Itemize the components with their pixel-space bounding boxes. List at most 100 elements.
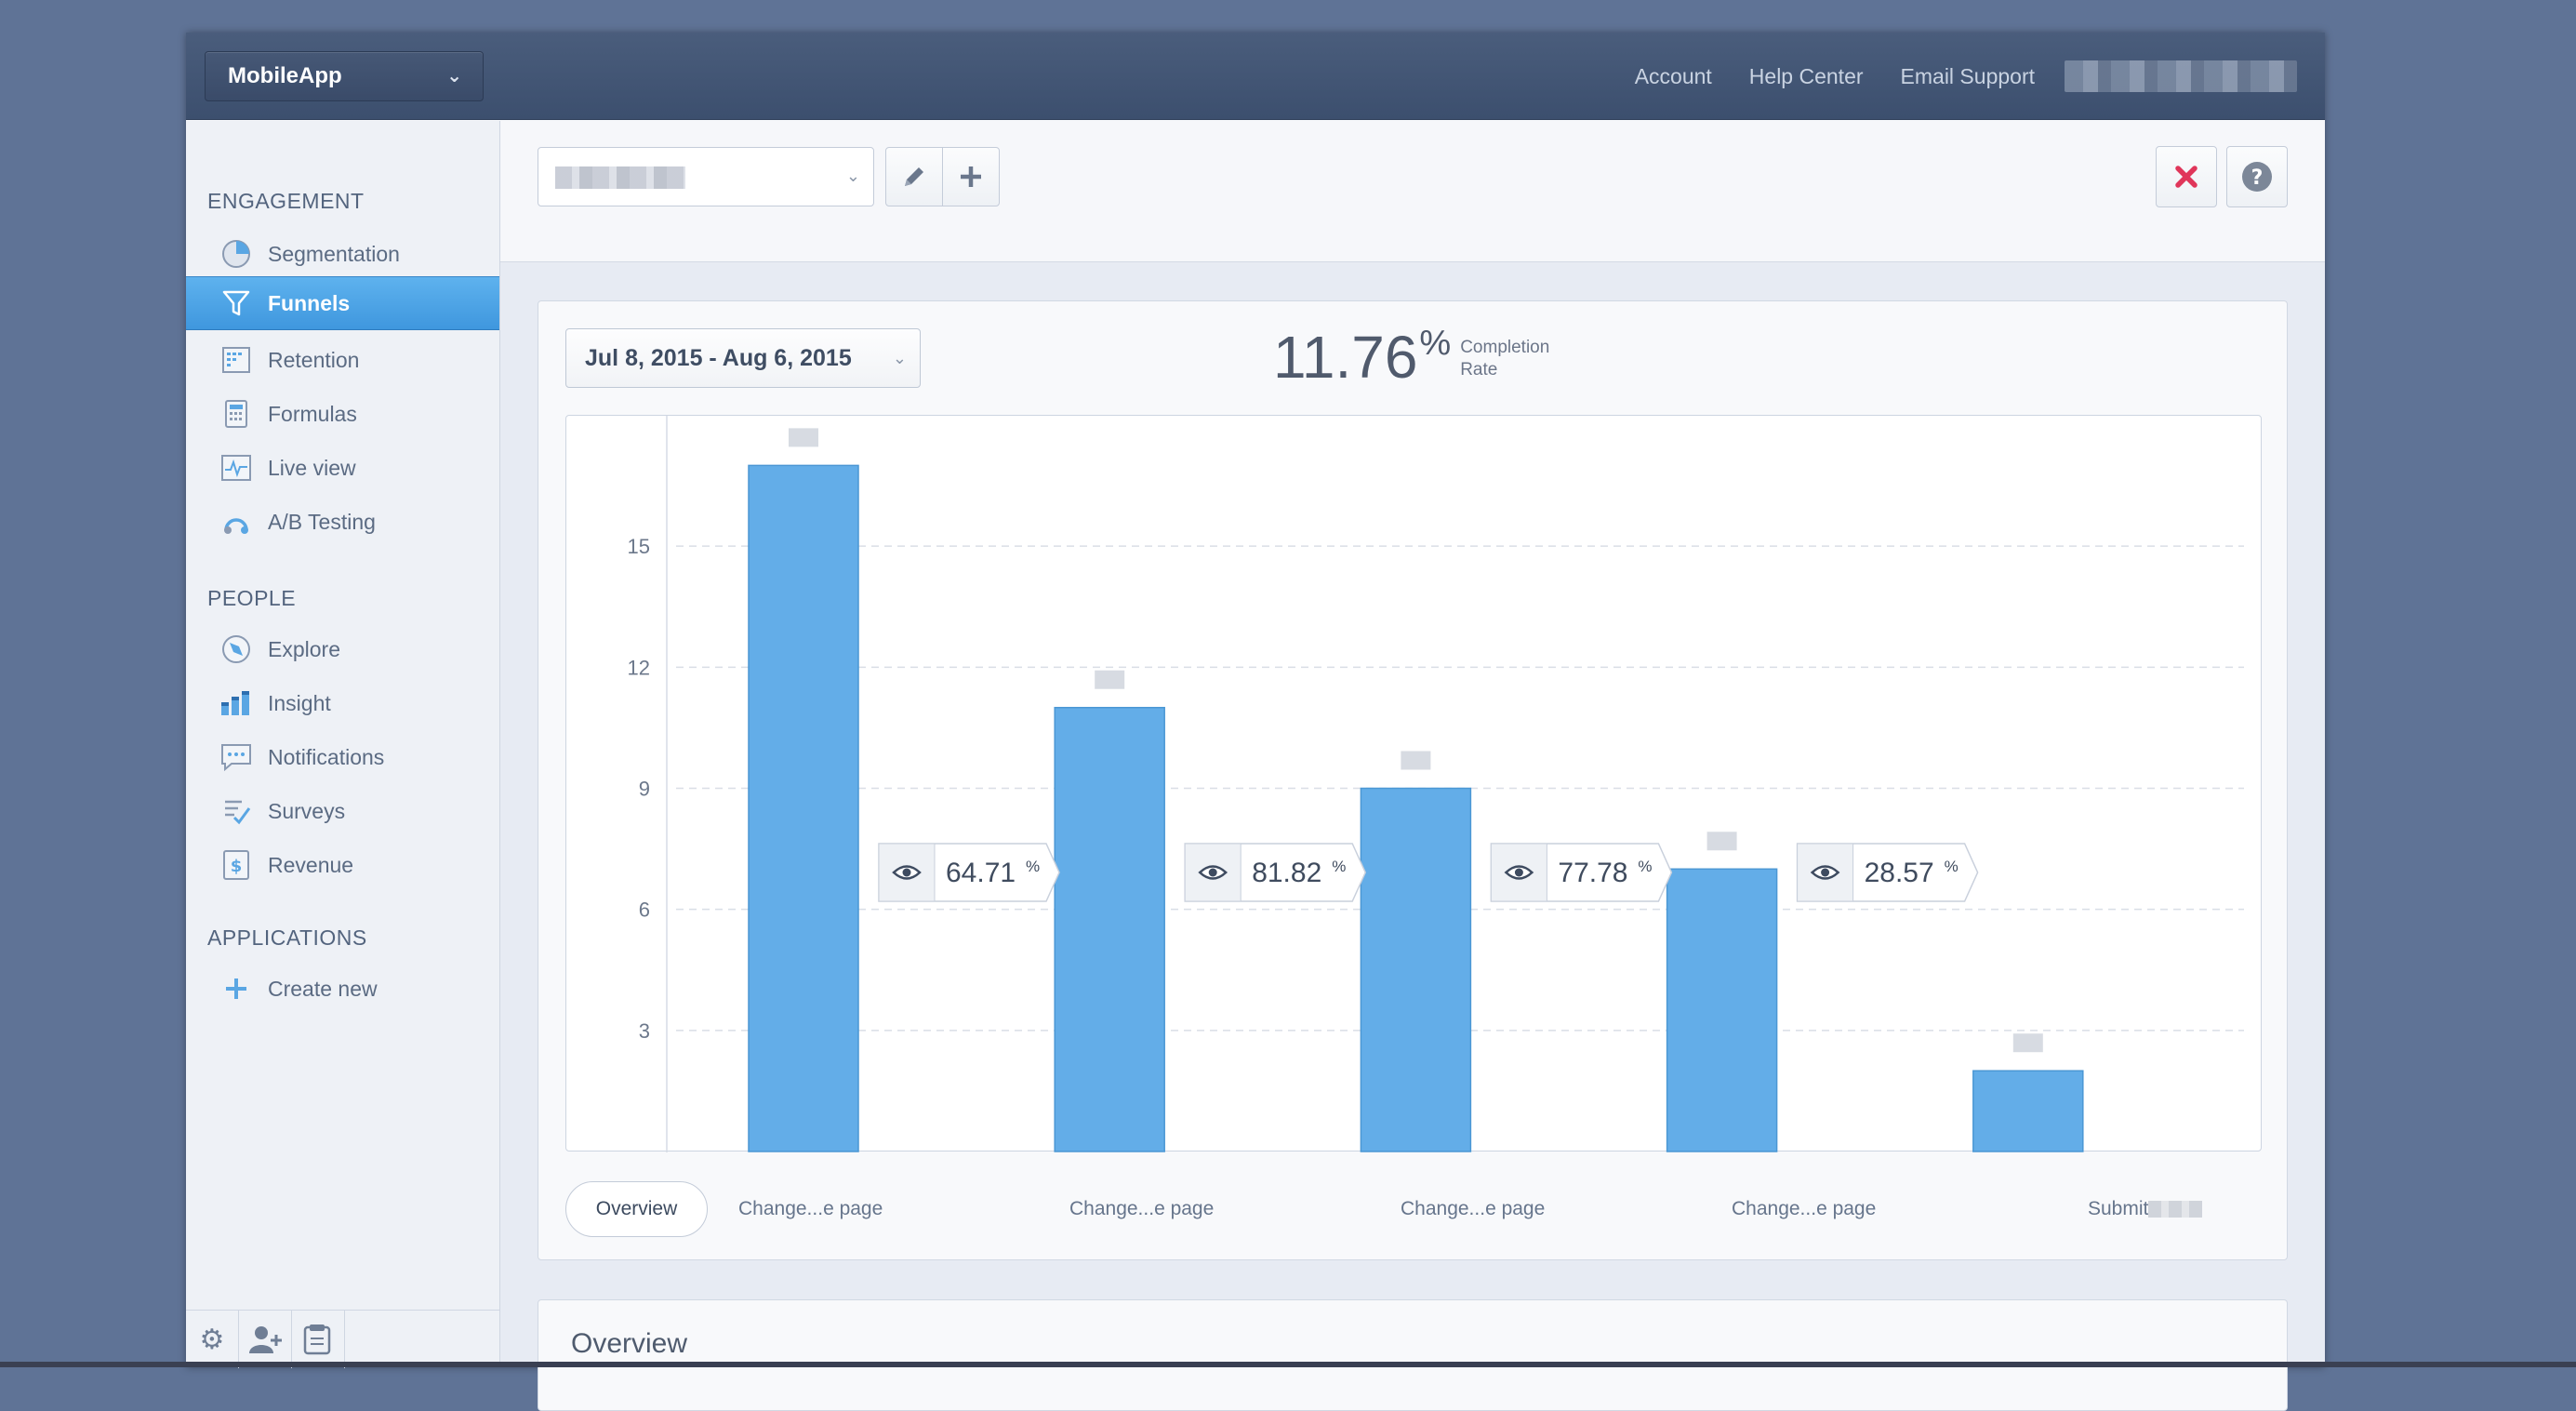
- funnel-bar: [1054, 706, 1165, 1152]
- app-selector-label: MobileApp: [228, 63, 342, 88]
- completion-rate-label: Completion Rate: [1460, 337, 1549, 381]
- overview-section-title: Overview: [571, 1328, 688, 1359]
- sidebar-item-insight[interactable]: Insight: [186, 676, 499, 730]
- add-user-button[interactable]: [239, 1311, 292, 1368]
- sidebar-item-notifications[interactable]: Notifications: [186, 730, 499, 784]
- sidebar-item-segmentation[interactable]: Segmentation: [186, 227, 499, 281]
- add-user-icon: [249, 1326, 282, 1353]
- top-bar: MobileApp ⌄ Account Help Center Email Su…: [186, 33, 2325, 120]
- sidebar-item-label: Notifications: [268, 744, 385, 769]
- funnel-chart-card: Jul 8, 2015 - Aug 6, 2015 ⌄ 11.76 % Comp…: [538, 300, 2288, 1260]
- sidebar-item-ab-testing[interactable]: A/B Testing: [186, 495, 499, 549]
- ab-testing-icon: [220, 506, 252, 538]
- app-window: MobileApp ⌄ Account Help Center Email Su…: [186, 33, 2325, 1411]
- funnel-step-label[interactable]: Change...e page: [1069, 1198, 1215, 1219]
- conversion-badge[interactable]: 81.82%: [1184, 843, 1367, 902]
- date-range-picker[interactable]: Jul 8, 2015 - Aug 6, 2015 ⌄: [565, 328, 921, 388]
- conversion-badge[interactable]: 28.57%: [1796, 843, 1979, 902]
- settings-button[interactable]: ⚙: [186, 1311, 239, 1368]
- sidebar-item-funnels[interactable]: Funnels: [186, 276, 499, 330]
- sidebar-item-label: Segmentation: [268, 241, 400, 266]
- funnel-step-label-text: Submit: [2088, 1198, 2149, 1219]
- docs-button[interactable]: [292, 1311, 345, 1368]
- bars-icon: [220, 687, 252, 719]
- top-links: Account Help Center Email Support: [1635, 33, 2035, 120]
- sidebar-item-explore[interactable]: Explore: [186, 622, 499, 676]
- y-tick-label: 9: [639, 778, 650, 801]
- funnel-step-label-submit[interactable]: Submit: [2088, 1181, 2203, 1237]
- conversion-badge[interactable]: 64.71%: [878, 843, 1060, 902]
- y-tick-label: 15: [628, 535, 650, 558]
- section-title-applications: APPLICATIONS: [207, 925, 367, 950]
- y-tick-label: 6: [639, 899, 650, 922]
- bar-count-redacted: [2012, 1033, 2043, 1053]
- y-tick-label: 3: [639, 1019, 650, 1043]
- compass-icon: [220, 633, 252, 665]
- conversion-rate-unit: %: [1945, 858, 1959, 875]
- redacted-text: [2148, 1201, 2203, 1218]
- chevron-down-icon: ⌄: [446, 66, 462, 87]
- completion-rate-value: 11.76: [1273, 324, 1418, 391]
- sidebar-item-surveys[interactable]: Surveys: [186, 784, 499, 838]
- sidebar-item-label: Retention: [268, 347, 360, 372]
- help-button[interactable]: ?: [2226, 146, 2288, 207]
- date-range-label: Jul 8, 2015 - Aug 6, 2015: [585, 345, 852, 371]
- help-icon: ?: [2242, 162, 2272, 192]
- view-dropoff-button[interactable]: [1797, 843, 1854, 902]
- overview-tab-button[interactable]: Overview: [565, 1181, 708, 1237]
- email-support-link[interactable]: Email Support: [1900, 63, 2035, 88]
- funnel-bar: [1360, 787, 1472, 1152]
- add-funnel-button[interactable]: [942, 147, 1000, 206]
- completion-label-line1: Completion: [1460, 338, 1550, 357]
- eye-icon-pupil: [1208, 868, 1217, 877]
- bottom-edge: [0, 1362, 2576, 1367]
- sidebar-item-label: Formulas: [268, 401, 357, 426]
- svg-text:$: $: [231, 857, 243, 876]
- sidebar-item-live-view[interactable]: Live view: [186, 441, 499, 495]
- sidebar-item-retention[interactable]: Retention: [186, 333, 499, 387]
- account-link[interactable]: Account: [1634, 63, 1712, 88]
- sidebar-item-create-new[interactable]: Create new: [186, 962, 499, 1016]
- edit-funnel-button[interactable]: [885, 147, 943, 206]
- app-selector[interactable]: MobileApp ⌄: [205, 51, 484, 101]
- svg-text:?: ?: [2251, 166, 2264, 190]
- sidebar-footer: ⚙: [186, 1310, 499, 1368]
- conversion-rate-unit: %: [1638, 858, 1652, 875]
- sidebar-item-label: Create new: [268, 976, 378, 1001]
- funnel-toolbar: ⌄ ?: [500, 121, 2325, 262]
- funnel-bar: [748, 464, 859, 1152]
- conversion-rate-label: 28.57: [1865, 858, 1934, 888]
- sidebar-item-label: Live view: [268, 455, 356, 480]
- completion-rate: 11.76 % Completion Rate: [1273, 320, 1549, 394]
- conversion-rate-unit: %: [1332, 858, 1346, 875]
- delete-funnel-button[interactable]: [2156, 146, 2217, 207]
- funnel-bar: [1972, 1070, 2084, 1152]
- sidebar-item-label: Funnels: [268, 290, 351, 315]
- eye-icon-pupil: [1821, 868, 1830, 877]
- bar-count-redacted: [789, 428, 818, 447]
- conversion-rate-label: 64.71: [946, 858, 1016, 888]
- eye-icon-pupil: [902, 868, 911, 877]
- checklist-icon: [220, 795, 252, 827]
- view-dropoff-button[interactable]: [1490, 843, 1547, 902]
- funnel-step-label[interactable]: Change...e page: [738, 1198, 883, 1219]
- sidebar-item-label: Insight: [268, 690, 331, 715]
- funnel-step-label[interactable]: Change...e page: [1732, 1198, 1877, 1219]
- chevron-down-icon: ⌄: [892, 349, 907, 367]
- conversion-badge[interactable]: 77.78%: [1490, 843, 1673, 902]
- sidebar-item-formulas[interactable]: Formulas: [186, 387, 499, 441]
- pencil-icon: [905, 167, 923, 186]
- sidebar-item-label: Revenue: [268, 852, 354, 877]
- funnel-bar: [1666, 868, 1778, 1152]
- conversion-rate-unit: %: [1026, 858, 1040, 875]
- sidebar-item-revenue[interactable]: $ Revenue: [186, 838, 499, 892]
- funnel-step-label[interactable]: Change...e page: [1401, 1198, 1546, 1219]
- bar-count-redacted: [1095, 670, 1125, 689]
- funnel-selector[interactable]: ⌄: [538, 147, 874, 206]
- conversion-rate-label: 77.78: [1558, 858, 1627, 888]
- funnel-icon: [220, 287, 252, 319]
- user-menu[interactable]: [2065, 60, 2297, 92]
- view-dropoff-button[interactable]: [878, 843, 936, 902]
- help-center-link[interactable]: Help Center: [1748, 63, 1864, 88]
- funnel-name-redacted: [555, 166, 685, 189]
